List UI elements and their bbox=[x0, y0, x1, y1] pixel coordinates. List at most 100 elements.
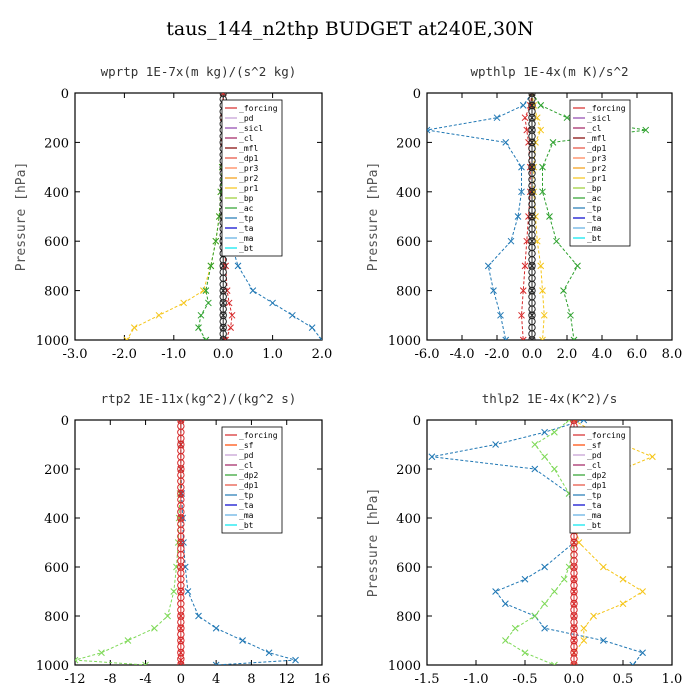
x-tick-label: 0.5 bbox=[613, 672, 634, 687]
series-point-tp bbox=[502, 600, 509, 608]
legend-entry: _bp bbox=[587, 184, 602, 193]
x-tick-label: -1.5 bbox=[414, 672, 439, 687]
series-point-pr1 bbox=[539, 336, 546, 340]
series-point-ac bbox=[195, 324, 202, 332]
y-tick-label: 600 bbox=[396, 561, 421, 576]
y-tick-label: 200 bbox=[44, 136, 69, 151]
series-point-pr1 bbox=[155, 311, 163, 319]
x-tick-label: 1.0 bbox=[662, 672, 683, 687]
series-point-dp1 bbox=[521, 114, 529, 122]
series-point-tp bbox=[639, 649, 646, 657]
legend-entry: _pd bbox=[239, 114, 254, 123]
legend-entry: _dp1 bbox=[587, 481, 606, 490]
x-tick-label: -4.0 bbox=[449, 347, 474, 362]
legend-entry: _bt bbox=[587, 234, 602, 243]
series-point-forcing bbox=[570, 612, 578, 620]
series-point-forcing bbox=[177, 490, 185, 497]
series-point-dp1 bbox=[521, 262, 529, 270]
series-point-ac bbox=[563, 114, 571, 122]
x-tick-label: -4 bbox=[139, 672, 152, 687]
series-point-forcing bbox=[528, 114, 536, 122]
x-tick-label: 4.0 bbox=[592, 347, 613, 362]
plot-frame bbox=[426, 419, 673, 666]
series-point-dp1 bbox=[227, 324, 234, 332]
series-point-forcing bbox=[177, 624, 185, 632]
y-tick-label: 400 bbox=[44, 186, 69, 201]
series-point-forcing bbox=[219, 311, 227, 319]
legend-entry: _forcing bbox=[587, 104, 626, 113]
y-tick-label: 400 bbox=[44, 512, 69, 527]
x-tick-label: 2.0 bbox=[312, 347, 333, 362]
series-point-forcing bbox=[570, 600, 578, 608]
series-point-forcing bbox=[570, 588, 578, 595]
x-tick-label: 6.0 bbox=[627, 347, 648, 362]
legend-entry: _bp bbox=[239, 194, 254, 203]
y-tick-label: 800 bbox=[44, 610, 69, 625]
series-point-ac bbox=[539, 163, 546, 171]
legend-entry: _sf bbox=[239, 441, 254, 450]
series-point-forcing bbox=[528, 139, 536, 146]
series-point-pd bbox=[580, 637, 588, 644]
panel-thlp2: thlp2 1E-4x(K^2)/s Pressure [hPa] 0 200 400 6… bbox=[366, 391, 682, 687]
series-point-tp bbox=[212, 624, 220, 632]
y-tick-label: 400 bbox=[396, 512, 421, 527]
series-point-tp bbox=[531, 465, 539, 473]
series-point-tp bbox=[289, 311, 296, 319]
series-point-ac bbox=[560, 287, 567, 294]
series-point-tp bbox=[497, 311, 504, 319]
series-point-forcing bbox=[528, 262, 536, 270]
series-point-forcing bbox=[570, 575, 578, 583]
series-point-forcing bbox=[219, 299, 227, 307]
x-tick-label: 4 bbox=[212, 672, 220, 687]
series-point-tp bbox=[493, 114, 501, 122]
y-tick-label: 1000 bbox=[36, 659, 69, 674]
x-tick-label: -2.0 bbox=[484, 347, 509, 362]
legend-entry: _ac bbox=[587, 194, 602, 203]
y-tick-label: 1000 bbox=[388, 659, 421, 674]
series-point-dp1 bbox=[518, 311, 525, 319]
legend-entry: _forcing bbox=[587, 431, 626, 440]
y-tick-label: 600 bbox=[44, 235, 69, 250]
series-point-dp1 bbox=[222, 336, 230, 340]
series-group bbox=[427, 93, 650, 340]
legend-entry: _ta bbox=[239, 501, 254, 510]
series-point-pr1 bbox=[533, 237, 541, 245]
series-point-ac bbox=[205, 299, 212, 307]
series-point-tp bbox=[541, 624, 548, 632]
series-point-tp bbox=[521, 575, 529, 583]
series-point-forcing bbox=[570, 637, 578, 644]
series-point-tp bbox=[490, 287, 497, 294]
series-point-dp1 bbox=[223, 287, 231, 294]
series-point-dp1 bbox=[164, 612, 171, 620]
series-point-tp bbox=[518, 188, 525, 196]
series-point-dp1 bbox=[222, 262, 230, 270]
series-point-tp bbox=[502, 336, 510, 340]
series-point-dp1 bbox=[519, 287, 527, 294]
series-point-forcing bbox=[177, 514, 185, 522]
legend-entry: _tp bbox=[239, 214, 254, 223]
series-point-forcing bbox=[219, 336, 227, 340]
series-point-ac bbox=[539, 188, 546, 196]
series-point-forcing bbox=[528, 311, 536, 319]
x-tick-label: 0.0 bbox=[564, 672, 585, 687]
series-point-ac bbox=[570, 336, 578, 340]
legend-entry: _dp1 bbox=[587, 144, 606, 153]
series-point-dp1 bbox=[170, 588, 178, 595]
legend-entry: _tp bbox=[587, 204, 602, 213]
legend-entry: _dp2 bbox=[239, 471, 258, 480]
zero-line-marker bbox=[570, 661, 578, 665]
y-tick-label: 0 bbox=[61, 87, 69, 102]
legend-entry: _ma bbox=[587, 511, 602, 520]
panel-wprtp: wprtp 1E-7x(m kg)/(s^2 kg) Pressure [hPa]… bbox=[14, 64, 332, 362]
series-point-pd bbox=[600, 563, 607, 571]
series-point-ac bbox=[546, 213, 553, 220]
series-point-dp1 bbox=[551, 465, 558, 473]
series-point-dp1 bbox=[519, 336, 527, 340]
y-tick-label: 1000 bbox=[388, 334, 421, 349]
series-point-tp bbox=[184, 588, 192, 595]
y-tick-label: 200 bbox=[396, 136, 421, 151]
series-point-dp1 bbox=[531, 441, 539, 448]
series-point-tp bbox=[541, 563, 548, 571]
series-point-dp1 bbox=[225, 299, 233, 307]
series-point-tp bbox=[239, 637, 246, 644]
